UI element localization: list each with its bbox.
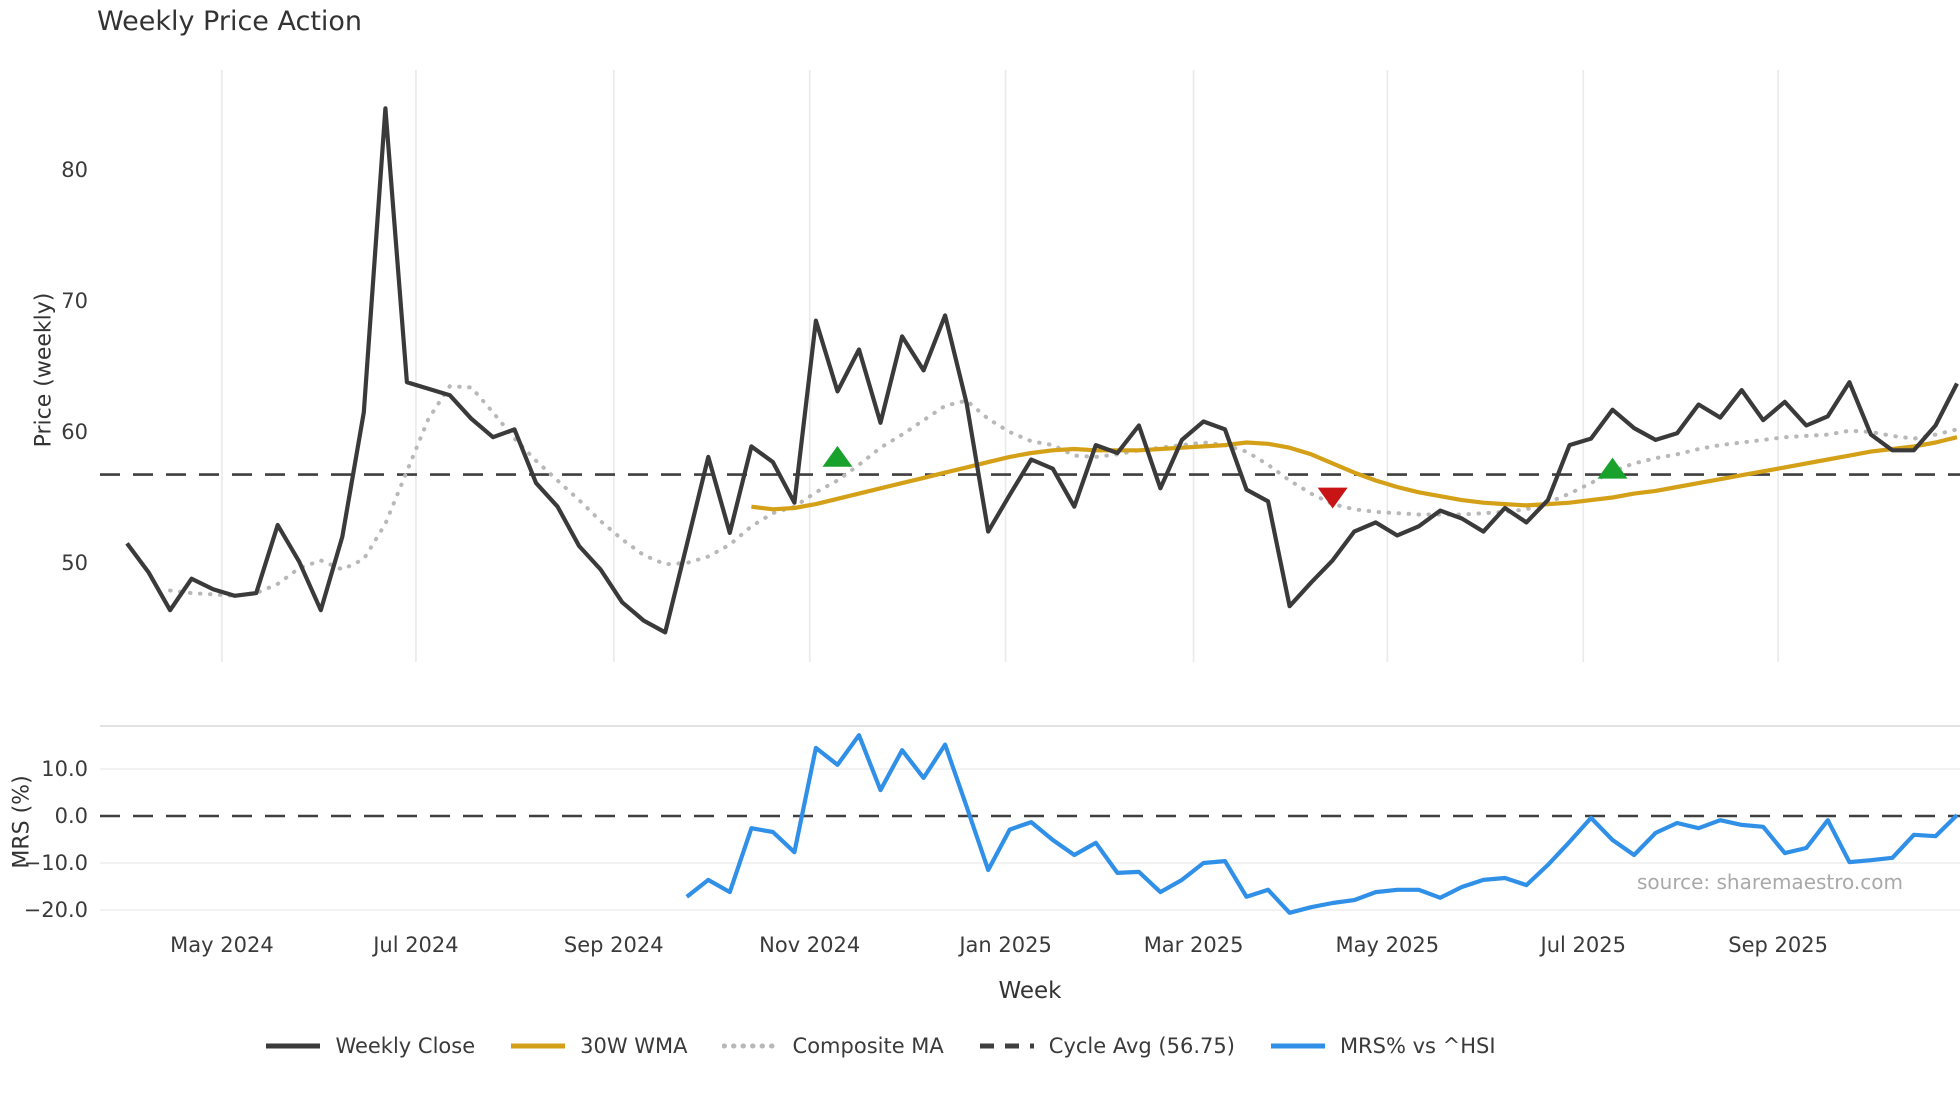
chart-title: Weekly Price Action <box>97 6 363 37</box>
legend-item: MRS% vs ^HSI <box>1269 1034 1496 1058</box>
price-y-tick-label: 50 <box>61 551 88 575</box>
price-y-tick-label: 70 <box>61 289 88 313</box>
x-tick-label: Jan 2025 <box>957 933 1052 957</box>
legend-label: Weekly Close <box>335 1034 476 1058</box>
composite-ma-line <box>168 384 1959 598</box>
legend-item: Cycle Avg (56.75) <box>978 1034 1235 1058</box>
x-tick-label: May 2024 <box>170 933 274 957</box>
legend-label: MRS% vs ^HSI <box>1339 1034 1496 1058</box>
x-tick-label: Mar 2025 <box>1144 933 1244 957</box>
buy-marker <box>822 445 853 467</box>
legend-label: 30W WMA <box>580 1034 688 1058</box>
price-y-tick-label: 80 <box>61 158 88 182</box>
mrs-y-axis-label: MRS (%) <box>9 775 35 869</box>
source-watermark: source: sharemaestro.com <box>1637 870 1903 894</box>
mrs-y-tick-label: 0.0 <box>55 804 88 828</box>
mrs-y-tick-label: −20.0 <box>24 898 88 922</box>
chart-legend: Weekly Close 30W WMA Composite MA Cycle Avg… <box>100 1034 1660 1058</box>
x-tick-label: Jul 2025 <box>1539 933 1626 957</box>
legend-item: Weekly Close <box>264 1034 475 1058</box>
x-tick-label: Sep 2024 <box>564 933 664 957</box>
price-y-tick-label: 60 <box>61 420 88 444</box>
price-y-axis-label: Price (weekly) <box>31 292 57 448</box>
x-tick-label: Jul 2024 <box>371 933 458 957</box>
mrs-line <box>685 733 1959 915</box>
weekly-close-line <box>125 106 1959 635</box>
legend-item: Composite MA <box>721 1034 944 1058</box>
legend-swatch-solid <box>1270 1043 1325 1049</box>
wma-30w-line <box>751 435 1958 512</box>
mrs-y-tick-label: −10.0 <box>24 851 88 875</box>
legend-swatch-dashed <box>979 1043 1034 1049</box>
legend-swatch-solid <box>266 1043 321 1049</box>
legend-label: Cycle Avg (56.75) <box>1048 1034 1235 1058</box>
x-tick-label: Nov 2024 <box>759 933 860 957</box>
x-tick-label: May 2025 <box>1336 933 1440 957</box>
legend-swatch-dotted <box>721 1043 780 1049</box>
x-tick-label: Sep 2025 <box>1728 933 1828 957</box>
legend-swatch-solid <box>511 1043 566 1049</box>
mrs-y-tick-label: 10.0 <box>41 757 88 781</box>
x-axis-label: Week <box>998 978 1062 1004</box>
sell-marker <box>1317 487 1348 509</box>
legend-item: 30W WMA <box>509 1034 688 1058</box>
buy-marker <box>1597 457 1628 479</box>
legend-label: Composite MA <box>792 1034 944 1058</box>
